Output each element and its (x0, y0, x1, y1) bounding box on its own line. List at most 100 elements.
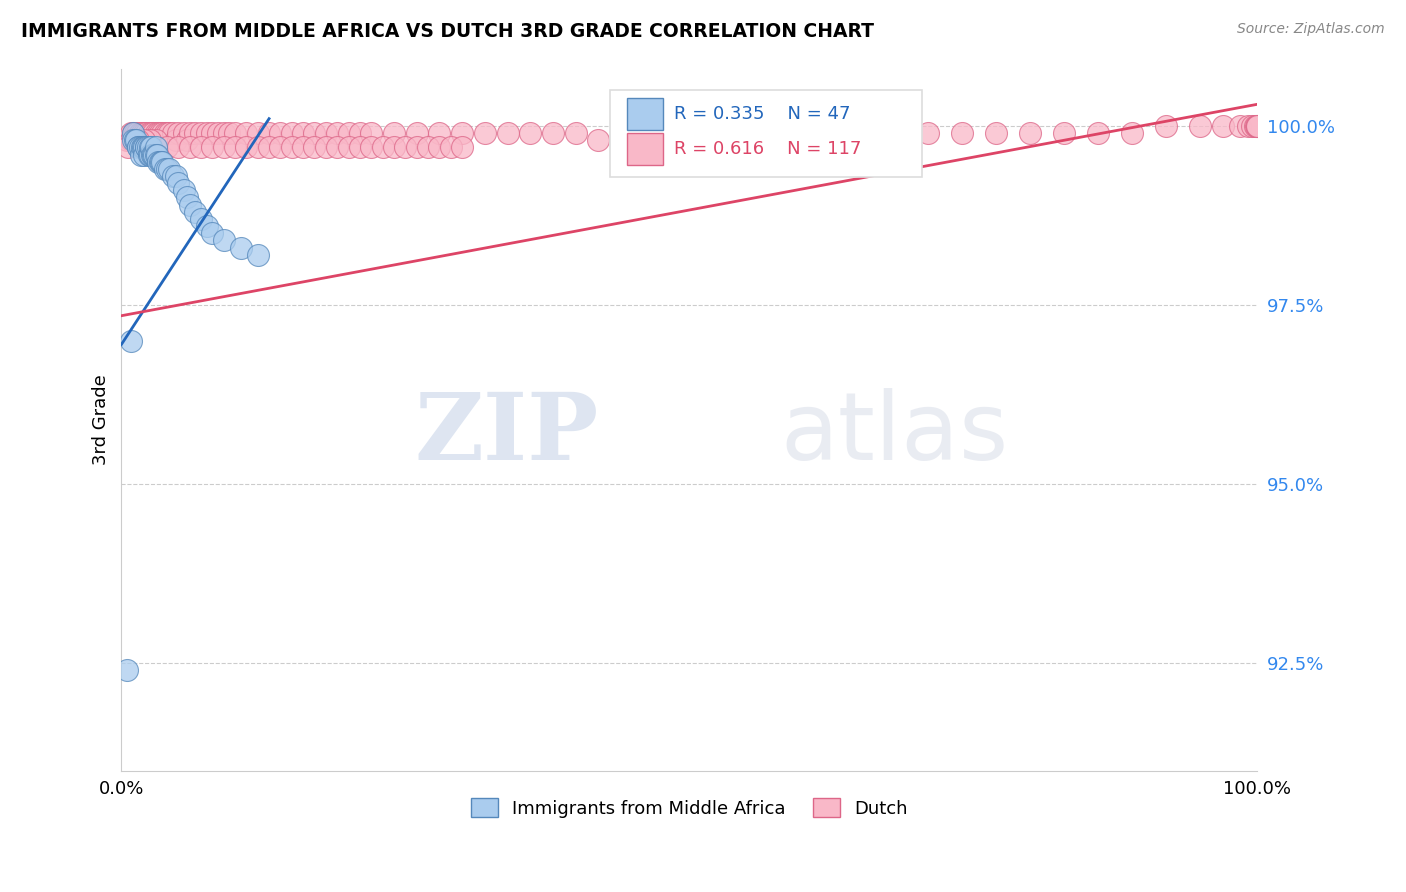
Point (120, 133, 142, 147)
Point (257, 140, 280, 154)
Point (115, 133, 138, 147)
Point (201, 140, 224, 154)
Point (292, 126, 315, 140)
Point (246, 248, 269, 262)
Point (229, 241, 252, 255)
Point (117, 140, 139, 154)
Point (121, 133, 143, 147)
Point (281, 140, 304, 154)
FancyBboxPatch shape (627, 133, 664, 165)
Point (128, 126, 150, 140)
Point (135, 140, 157, 154)
Text: ZIP: ZIP (415, 389, 599, 479)
Point (1246, 119, 1268, 133)
Point (1241, 119, 1264, 133)
Point (124, 133, 146, 147)
Point (139, 133, 162, 147)
Point (633, 133, 655, 147)
Point (179, 140, 201, 154)
Text: atlas: atlas (780, 388, 1008, 480)
Point (201, 227, 224, 241)
Point (129, 147, 152, 161)
Point (131, 140, 153, 154)
Point (179, 197, 201, 211)
Point (1121, 126, 1143, 140)
Point (292, 140, 315, 154)
Point (127, 133, 149, 147)
Point (212, 234, 235, 248)
Point (145, 126, 167, 140)
Point (132, 140, 155, 154)
Point (167, 140, 190, 154)
Point (167, 176, 190, 190)
Point (235, 126, 257, 140)
Point (167, 126, 190, 140)
Point (139, 126, 162, 140)
Point (120, 334, 142, 348)
Point (394, 140, 416, 154)
Point (128, 140, 150, 154)
Point (142, 126, 165, 140)
Point (416, 140, 439, 154)
Point (360, 140, 382, 154)
Point (496, 126, 519, 140)
Point (212, 126, 235, 140)
Point (541, 126, 564, 140)
Point (1019, 126, 1042, 140)
Point (246, 140, 269, 154)
Point (149, 126, 172, 140)
Point (451, 126, 474, 140)
Point (655, 133, 678, 147)
Point (146, 154, 169, 169)
Point (326, 126, 349, 140)
Point (162, 126, 184, 140)
Point (138, 147, 160, 161)
Point (1246, 119, 1268, 133)
Point (184, 126, 207, 140)
Point (315, 140, 337, 154)
Point (1246, 119, 1268, 133)
Point (136, 140, 159, 154)
Point (150, 154, 173, 169)
Point (950, 126, 973, 140)
Point (207, 126, 229, 140)
Point (195, 219, 218, 234)
Point (246, 126, 269, 140)
Point (145, 133, 167, 147)
Point (451, 140, 474, 154)
Point (1244, 119, 1267, 133)
Point (360, 126, 382, 140)
Point (134, 126, 156, 140)
Point (814, 133, 837, 147)
Point (173, 126, 195, 140)
Point (1154, 119, 1177, 133)
Point (780, 133, 803, 147)
Point (304, 126, 326, 140)
Point (162, 169, 184, 183)
Text: R = 0.335    N = 47: R = 0.335 N = 47 (675, 105, 851, 123)
Point (125, 133, 148, 147)
Point (124, 126, 146, 140)
Point (127, 126, 149, 140)
Point (1237, 119, 1260, 133)
Point (405, 126, 427, 140)
Point (519, 126, 541, 140)
Text: R = 0.616    N = 117: R = 0.616 N = 117 (675, 140, 862, 158)
Point (145, 140, 167, 154)
Point (146, 126, 169, 140)
Y-axis label: 3rd Grade: 3rd Grade (93, 375, 110, 465)
Point (711, 133, 734, 147)
Point (121, 126, 143, 140)
Point (474, 126, 496, 140)
Point (281, 126, 304, 140)
Point (382, 126, 405, 140)
Point (156, 126, 179, 140)
Point (156, 140, 179, 154)
FancyBboxPatch shape (627, 98, 664, 130)
Point (1229, 119, 1251, 133)
Point (120, 126, 142, 140)
Point (224, 140, 246, 154)
Point (157, 126, 180, 140)
Point (134, 140, 156, 154)
Point (304, 140, 326, 154)
